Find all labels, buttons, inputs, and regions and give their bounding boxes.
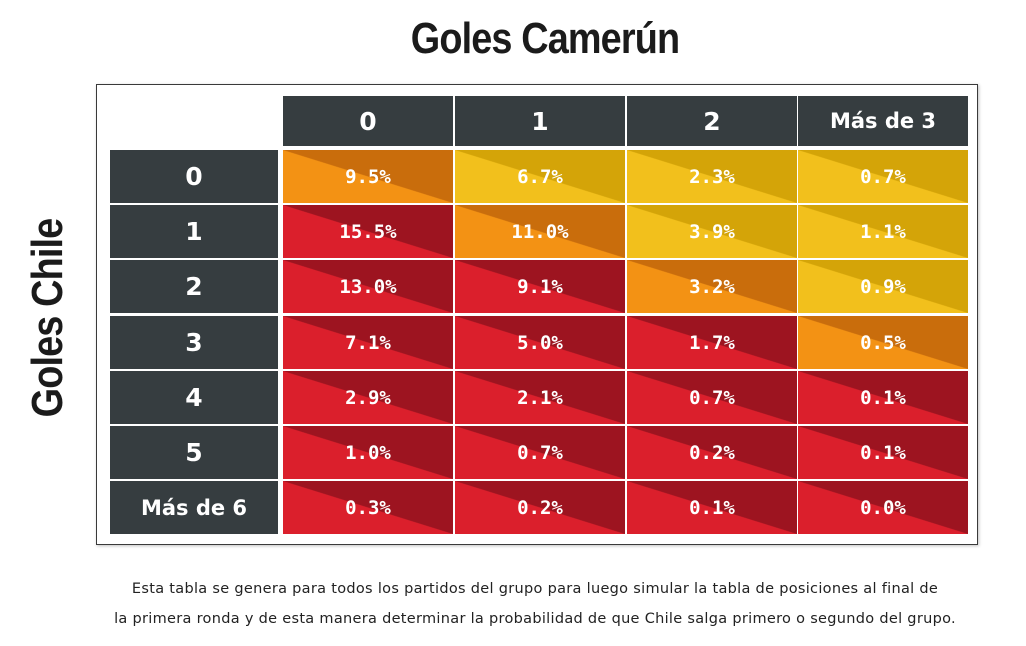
column-header: 0 xyxy=(283,96,453,146)
heatmap-cell: 7.1% xyxy=(283,316,453,369)
row-header: 0 xyxy=(110,150,278,203)
chart-title: Goles Camerún xyxy=(410,14,680,63)
heatmap-cell: 6.7% xyxy=(455,150,625,203)
column-header: 1 xyxy=(455,96,625,146)
heatmap-cell: 5.0% xyxy=(455,316,625,369)
heatmap-cell: 2.3% xyxy=(627,150,797,203)
heatmap-cell: 9.1% xyxy=(455,260,625,313)
heatmap-cell: 0.1% xyxy=(798,426,968,479)
heatmap-cell: 11.0% xyxy=(455,205,625,258)
row-axis-label: Goles Chile xyxy=(23,218,72,418)
row-header: 3 xyxy=(110,316,278,369)
row-header: 4 xyxy=(110,371,278,424)
heatmap-cell: 1.0% xyxy=(283,426,453,479)
heatmap-cell: 0.2% xyxy=(627,426,797,479)
heatmap-cell: 0.5% xyxy=(798,316,968,369)
heatmap-cell: 1.1% xyxy=(798,205,968,258)
heatmap-cell: 0.2% xyxy=(455,481,625,534)
heatmap-cell: 0.7% xyxy=(627,371,797,424)
heatmap-cell: 2.9% xyxy=(283,371,453,424)
heatmap-cell: 1.7% xyxy=(627,316,797,369)
heatmap-cell: 15.5% xyxy=(283,205,453,258)
footnote-line-1: Esta tabla se genera para todos los part… xyxy=(131,581,939,597)
heatmap-cell: 3.2% xyxy=(627,260,797,313)
heatmap-cell: 2.1% xyxy=(455,371,625,424)
heatmap-cell: 0.9% xyxy=(798,260,968,313)
heatmap-cell: 0.7% xyxy=(798,150,968,203)
row-header: 5 xyxy=(110,426,278,479)
heatmap-cell: 0.7% xyxy=(455,426,625,479)
column-header: Más de 3 xyxy=(798,96,968,146)
row-header: Más de 6 xyxy=(110,481,278,534)
row-header: 2 xyxy=(110,260,278,313)
heatmap-cell: 9.5% xyxy=(283,150,453,203)
heatmap-cell: 0.1% xyxy=(798,371,968,424)
heatmap-cell: 0.1% xyxy=(627,481,797,534)
column-header: 2 xyxy=(627,96,797,146)
table-frame xyxy=(96,84,978,545)
heatmap-cell: 13.0% xyxy=(283,260,453,313)
footnote-line-2: la primera ronda y de esta manera determ… xyxy=(114,611,956,627)
row-header: 1 xyxy=(110,205,278,258)
heatmap-cell: 0.3% xyxy=(283,481,453,534)
heatmap-cell: 3.9% xyxy=(627,205,797,258)
heatmap-cell: 0.0% xyxy=(798,481,968,534)
